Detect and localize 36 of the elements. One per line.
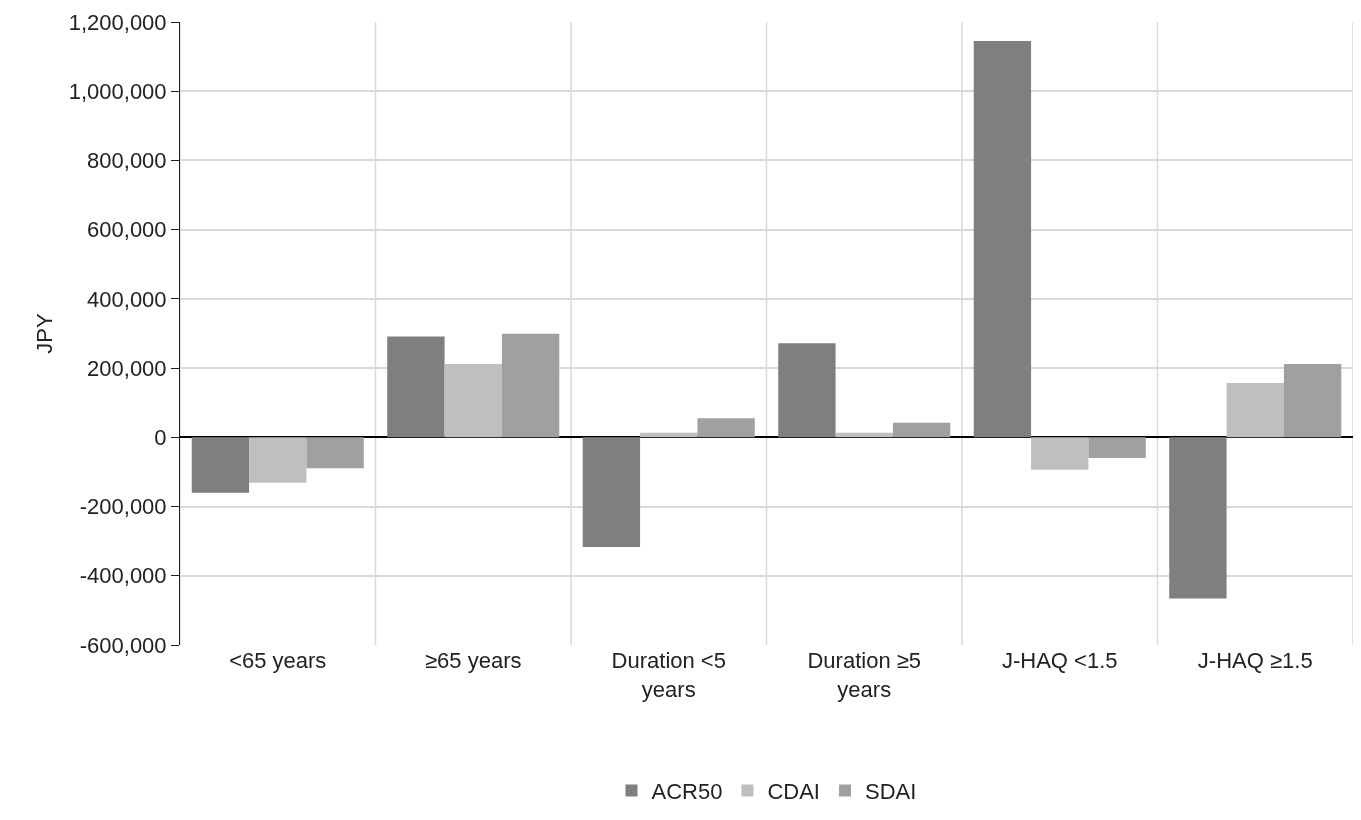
y-tick-label: 600,000 — [87, 217, 167, 243]
x-tick-label: <65 years — [229, 648, 327, 673]
x-tick-label: J-HAQ <1.5 — [1001, 648, 1118, 673]
y-axis-title: JPY — [31, 313, 57, 354]
y-tick-label: 1,200,000 — [68, 9, 167, 35]
x-tick-label: Duration <5 years — [611, 648, 726, 702]
y-tick-label: 0 — [154, 425, 167, 451]
bar — [306, 437, 364, 469]
x-tick-label: Duration ≥5 years — [807, 648, 922, 702]
y-tick-label: 1,000,000 — [68, 78, 167, 104]
bar — [1283, 363, 1342, 438]
bar — [191, 437, 250, 493]
bar — [387, 336, 445, 438]
y-tick-label: 800,000 — [87, 148, 167, 174]
bar — [1031, 437, 1089, 470]
y-tick-label: -400,000 — [79, 563, 167, 589]
bar — [1226, 382, 1284, 438]
x-tick-label: ≥65 years — [425, 648, 522, 673]
bar — [973, 41, 1032, 438]
bar — [697, 418, 755, 438]
bar — [249, 437, 307, 483]
y-tick-label: 400,000 — [87, 286, 167, 312]
bar — [1088, 437, 1146, 459]
x-tick-label: J-HAQ ≥1.5 — [1197, 648, 1313, 673]
y-tick-label: 200,000 — [87, 355, 167, 381]
y-tick-label: -600,000 — [79, 632, 167, 658]
bar — [444, 363, 502, 438]
bar — [892, 422, 951, 438]
legend-label: CDAI — [767, 778, 820, 804]
bar — [1169, 437, 1227, 599]
bar — [778, 343, 836, 438]
y-tick-label: -200,000 — [79, 494, 167, 520]
bar — [582, 437, 641, 548]
legend-label: ACR50 — [651, 778, 723, 804]
legend-label: SDAI — [864, 778, 917, 804]
bar — [501, 333, 560, 438]
